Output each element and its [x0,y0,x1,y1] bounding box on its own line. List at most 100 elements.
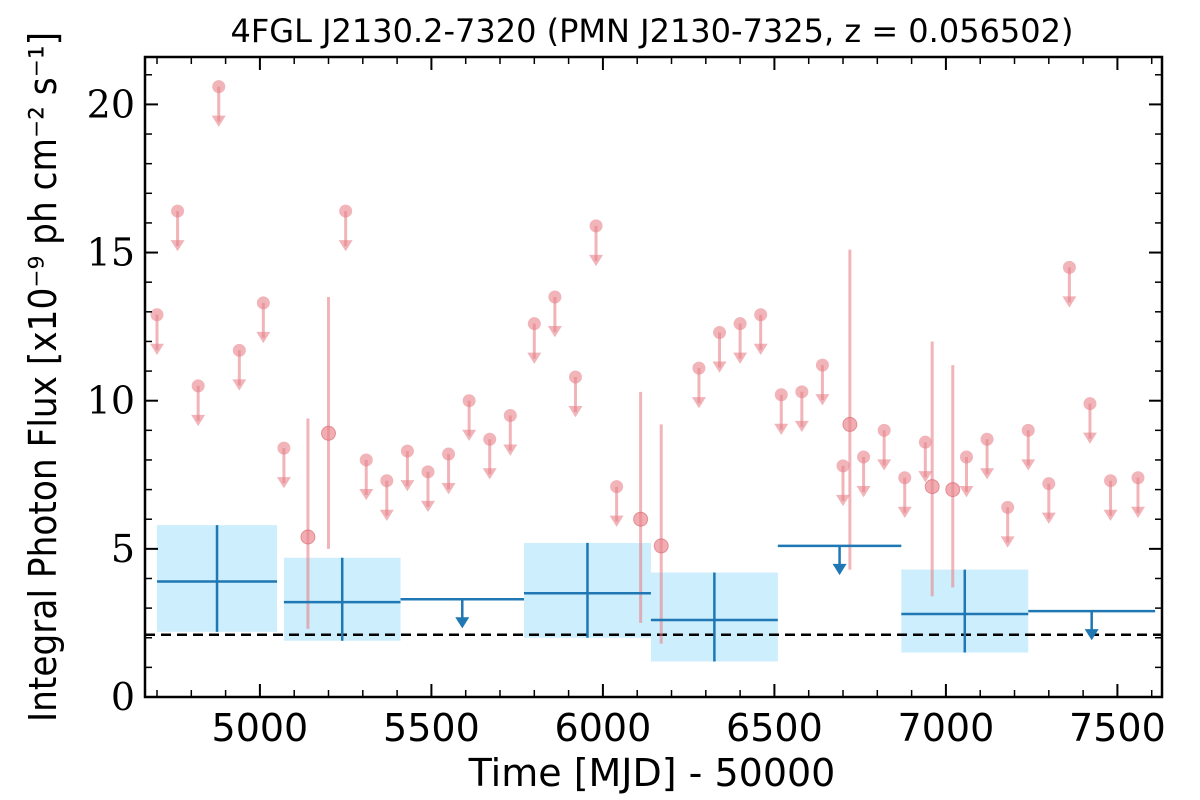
upper-limit-point [548,290,562,304]
x-tick-label: 5000 [212,706,309,750]
upper-limit-arrow [1082,432,1097,444]
binned-upper-limit-arrow [1084,629,1099,641]
upper-limit-point [421,465,435,479]
upper-limit-arrow [733,352,748,364]
upper-limit-point [1104,474,1118,488]
upper-limit-arrow [482,468,497,480]
upper-limit-point [442,447,456,461]
upper-limit-point [877,423,891,437]
upper-limit-arrow [232,379,247,391]
upper-limit-arrow [338,240,353,252]
upper-limit-arrow [170,240,185,252]
y-axis-label: Integral Photon Flux [x10⁻⁹ ph cm⁻² s⁻¹] [21,32,65,722]
upper-limit-arrow [1021,459,1036,471]
upper-limit-point [527,317,541,331]
upper-limit-point [503,409,517,423]
binned-upper-limit-arrow [455,617,470,629]
upper-limit-point [898,471,912,485]
plot-frame [143,55,1164,699]
upper-limit-arrow [1130,506,1145,518]
upper-limit-arrow [959,486,974,498]
upper-limit-point [171,204,185,218]
upper-limit-arrow [609,515,624,527]
detection-point [842,416,858,432]
upper-limit-point [713,326,727,340]
upper-limit-point [815,358,829,372]
upper-limit-point [359,453,373,467]
upper-limit-arrow [589,254,604,267]
upper-limit-arrow [276,477,291,489]
upper-limit-arrow [547,326,562,338]
y-tick-label: 5 [111,527,135,571]
upper-limit-arrow [856,486,871,498]
upper-limit-arrow [441,483,456,495]
upper-limit-arrow [1062,296,1077,308]
upper-limit-point [212,80,226,94]
upper-limit-arrow [877,459,892,471]
upper-limit-arrow [420,500,435,513]
upper-limit-arrow [191,414,206,427]
upper-limit-point [1062,260,1076,274]
upper-limit-arrow [400,480,415,492]
upper-limit-point [959,450,973,464]
x-tick-label: 6000 [555,706,652,750]
detection-point [633,511,649,527]
upper-limit-point [1001,500,1015,514]
detection-point [300,529,316,545]
upper-limit-point [1131,471,1145,485]
upper-limit-arrow [753,343,768,355]
upper-limit-point [857,450,871,464]
upper-limit-point [836,459,850,473]
upper-limit-arrow [211,115,226,127]
upper-limit-point [483,432,497,446]
upper-limit-arrow [794,420,809,433]
upper-limit-point [980,432,994,446]
upper-limit-arrow [462,429,477,441]
upper-limit-arrow [359,488,374,501]
x-axis-label: Time [MJD] - 50000 [468,751,836,795]
upper-limit-point [589,219,603,233]
upper-limit-point [150,308,164,322]
upper-limit-arrow [980,468,995,480]
upper-limit-point [754,308,768,322]
upper-limit-point [1042,477,1056,491]
x-tick-label: 6500 [726,706,823,750]
upper-limit-arrow [774,423,789,435]
upper-limit-point [400,444,414,458]
detection-point [924,479,940,495]
upper-limit-point [191,379,205,393]
detection-point [321,425,337,441]
upper-limit-point [1083,397,1097,411]
y-tick-label: 0 [111,675,135,719]
y-tick-label: 20 [87,82,135,126]
upper-limit-point [232,343,246,357]
chart-title: 4FGL J2130.2-7320 (PMN J2130-7325, z = 0… [231,12,1074,50]
upper-limit-point [918,435,932,449]
upper-limit-arrow [815,394,830,406]
upper-limit-arrow [712,361,727,373]
axis-ticks: 5000 5500 6000 6500 7000 7500 0 5 10 15 20 [87,57,1166,750]
detection-point [945,482,961,498]
upper-limit-arrow [1041,512,1056,524]
plot-area [145,80,1162,662]
x-tick-label: 5500 [383,706,480,750]
upper-limit-point [610,480,624,494]
y-tick-label: 15 [87,231,135,275]
upper-limit-point [692,361,706,375]
upper-limit-point [1021,423,1035,437]
binned-upper-limit-arrow [832,563,847,576]
upper-limit-point [256,296,270,310]
x-tick-label: 7500 [1069,706,1166,750]
x-tick-label: 7000 [898,706,995,750]
upper-limit-arrow [1000,536,1015,548]
upper-limit-point [277,441,291,455]
upper-limit-arrow [836,494,851,507]
upper-limit-point [462,394,476,408]
upper-limit-arrow [379,509,394,521]
upper-limit-arrow [1103,509,1118,521]
upper-limit-arrow [527,352,542,364]
upper-limit-arrow [568,406,583,418]
upper-limit-arrow [691,397,706,409]
upper-limit-point [795,385,809,399]
